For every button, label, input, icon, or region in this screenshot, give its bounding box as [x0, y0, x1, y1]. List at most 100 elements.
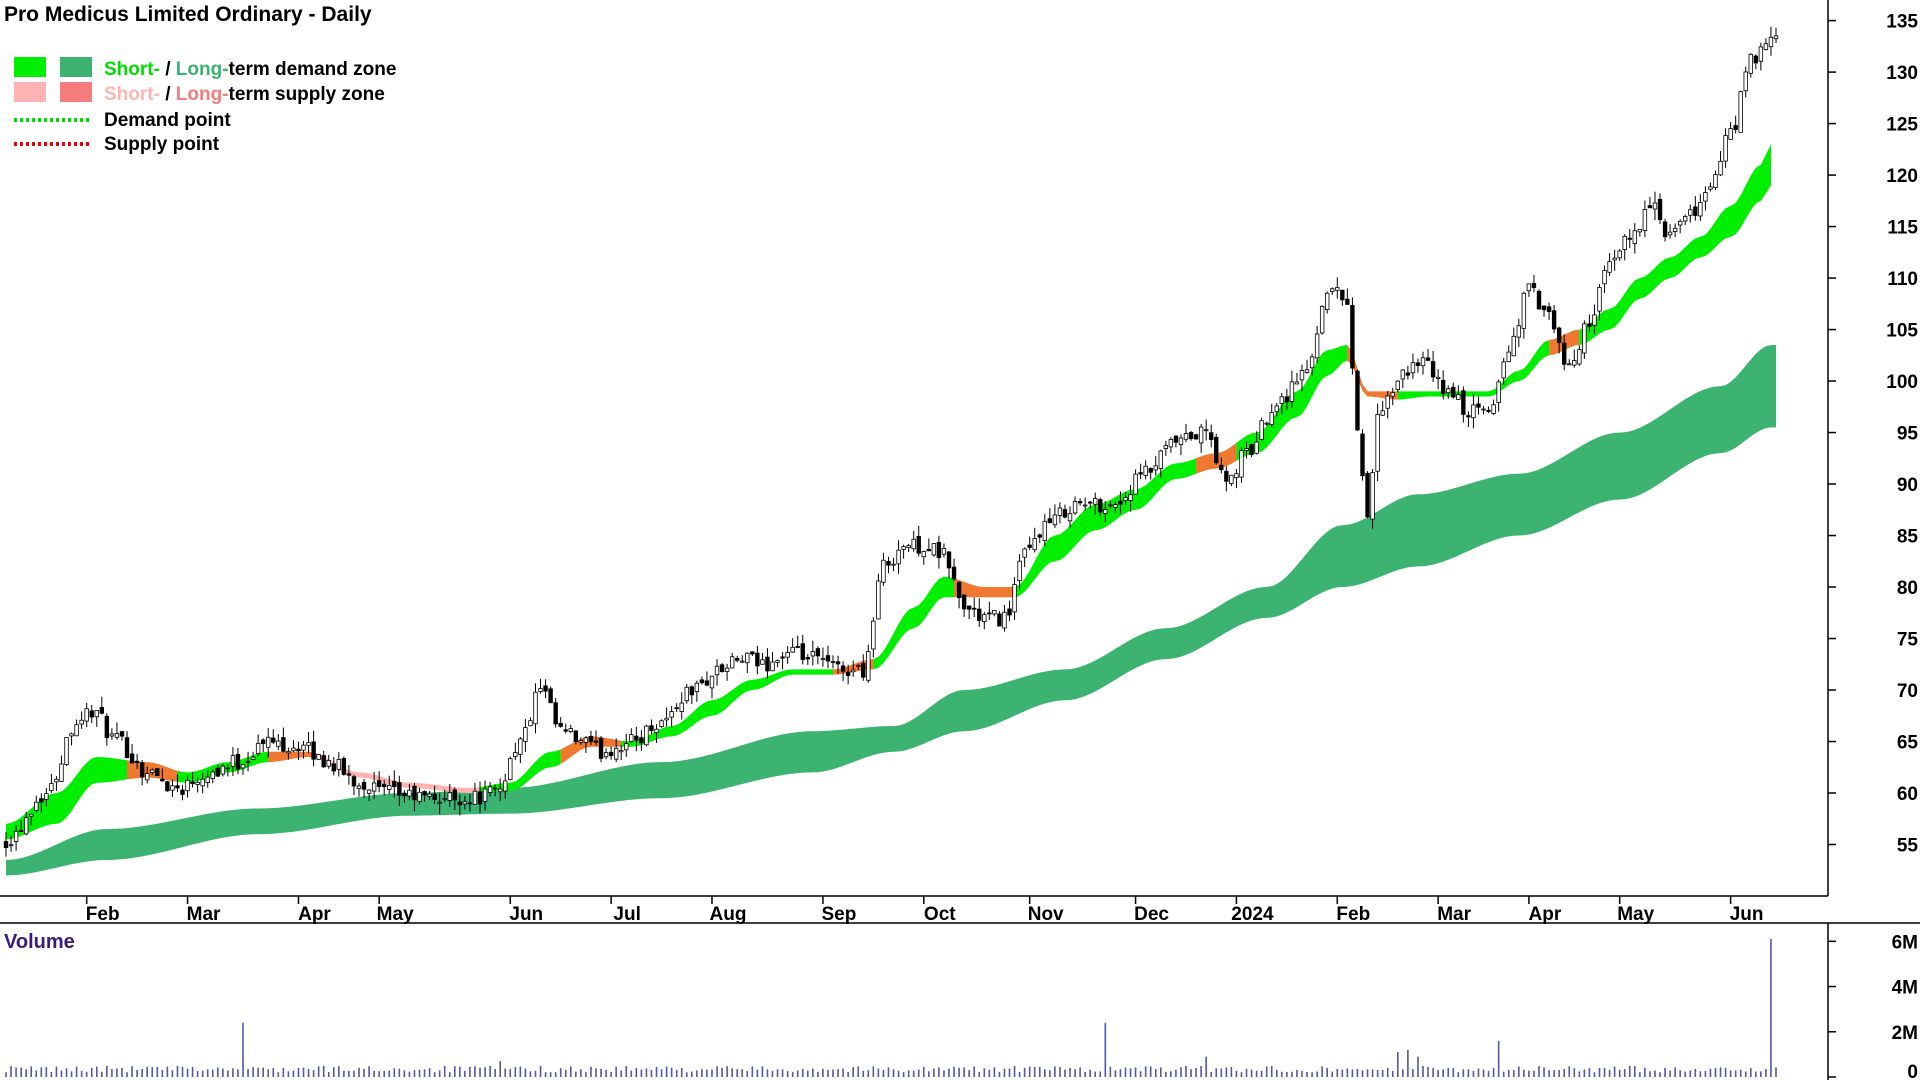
price-candle [1395, 380, 1400, 393]
price-candle [1481, 405, 1486, 415]
legend-demand-zone-label: Short- / Long-term demand zone [104, 59, 396, 80]
volume-y-tick-label: 0 [1907, 1062, 1918, 1080]
price-candle [835, 655, 841, 674]
price-candle [1435, 369, 1441, 390]
price-candle [1203, 419, 1209, 441]
price-candle [1607, 253, 1612, 277]
short-term-zone-segment-demand [1579, 144, 1771, 345]
price-candle [795, 635, 800, 649]
short-term-zone-segment-transition [1347, 345, 1398, 400]
price-candle [220, 763, 226, 777]
price-candle [1743, 66, 1748, 98]
price-candle [1229, 474, 1234, 487]
x-tick-label: Feb [86, 904, 120, 925]
price-candle [840, 661, 846, 682]
price-candle [745, 652, 750, 674]
price-candle [810, 640, 816, 666]
price-candle [1516, 318, 1522, 347]
x-tick-label: Aug [710, 904, 747, 925]
y-tick-label: 70 [1897, 681, 1918, 702]
price-candle [850, 660, 856, 677]
price-candle [734, 655, 740, 663]
price-candle [866, 644, 871, 683]
y-tick-label: 120 [1886, 166, 1918, 187]
price-candle [1546, 302, 1552, 320]
price-candle [624, 733, 629, 757]
price-candle [593, 730, 599, 746]
y-tick-label: 85 [1897, 527, 1919, 548]
price-candle [1002, 605, 1007, 632]
price-candle [966, 605, 972, 620]
price-candle [901, 544, 906, 559]
price-candle [336, 752, 342, 777]
y-tick-label: 65 [1897, 733, 1919, 754]
price-candle [3, 831, 9, 857]
price-candle [18, 820, 24, 833]
price-candle [1642, 200, 1648, 238]
price-candle [1198, 423, 1204, 453]
price-candle [1758, 42, 1764, 71]
price-candle [1173, 435, 1179, 448]
price-candle [1582, 320, 1587, 359]
short-term-zone-segment-transition [268, 751, 319, 763]
price-y-ticks: 55 60 65 70 75 80 85 90 95 100 105 110 115 120 125 130 1… [1828, 12, 1918, 857]
price-candle [8, 835, 14, 852]
price-candle [1738, 90, 1743, 133]
price-candle [79, 711, 84, 729]
price-candle [1667, 224, 1673, 239]
price-candle [1400, 369, 1406, 389]
price-candle [921, 550, 926, 565]
price-candle [1274, 403, 1279, 417]
price-candle [1093, 492, 1098, 515]
price-candle [1027, 536, 1032, 550]
short-term-zone-segment-demand [873, 576, 954, 670]
price-candle [1763, 38, 1769, 51]
price-candle [119, 731, 125, 741]
price-candle [568, 724, 573, 734]
legend-demand-short: Short- [104, 59, 160, 80]
price-candle [1057, 502, 1063, 524]
price-candle [1123, 492, 1128, 505]
price-candle [1592, 304, 1597, 335]
y-tick-label: 55 [1897, 836, 1919, 857]
short-term-zone-segment-demand [1518, 339, 1550, 382]
price-candle [714, 659, 720, 686]
price-candle [578, 737, 584, 745]
price-candle [139, 760, 145, 786]
price-candle [1254, 431, 1259, 455]
price-candle [94, 709, 99, 727]
price-candle [1209, 424, 1214, 448]
long-term-zone-band [6, 345, 1776, 876]
price-candle [1728, 122, 1733, 140]
price-candle [492, 784, 498, 797]
price-candle [185, 775, 190, 798]
price-candle [482, 780, 488, 811]
price-candle [931, 543, 937, 557]
price-candle [49, 773, 54, 794]
price-candle [1224, 466, 1229, 492]
price-candle [1309, 353, 1315, 376]
price-candle [23, 811, 29, 836]
y-tick-label: 60 [1897, 784, 1918, 805]
price-candle [1773, 27, 1779, 44]
price-candle [1693, 196, 1698, 221]
price-candle [644, 724, 649, 747]
price-candle [245, 751, 251, 772]
price-candle [215, 765, 220, 777]
price-candle [1082, 497, 1088, 511]
price-candle [311, 730, 316, 767]
price-candle [387, 775, 392, 795]
price-candle [1688, 204, 1693, 223]
price-candle [1723, 128, 1728, 168]
price-candle [69, 732, 74, 746]
price-candle [1466, 411, 1471, 428]
price-candle [1219, 457, 1224, 474]
price-candle [160, 768, 165, 782]
price-candle [306, 731, 311, 754]
price-candle [477, 781, 483, 813]
price-candle [1279, 392, 1285, 415]
short-term-zone-segment-demand [1014, 458, 1197, 598]
price-candle [180, 784, 185, 801]
price-candle [941, 543, 947, 558]
short-term-zone-segment-demand [480, 749, 561, 793]
